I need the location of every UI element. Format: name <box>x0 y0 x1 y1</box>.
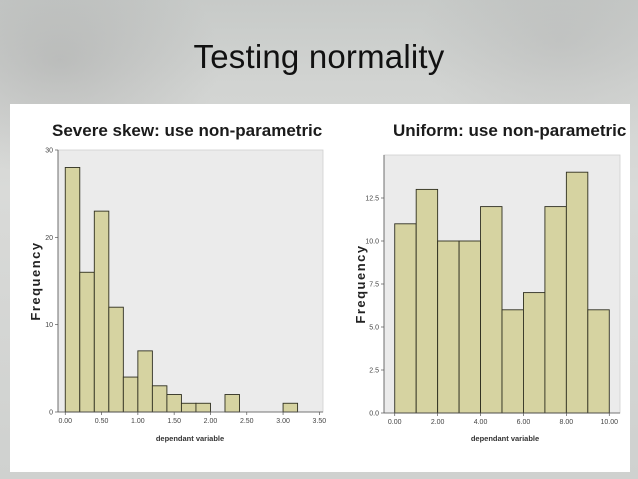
chart-left-bar <box>79 271 95 413</box>
chart-left-x-tick-label: 0.50 <box>95 418 109 425</box>
chart-left-title: Severe skew: use non-parametric <box>52 121 322 140</box>
chart-left-bar <box>166 394 182 413</box>
chart-left-bar <box>195 402 211 413</box>
chart-right-bar <box>544 206 567 414</box>
chart-left-y-tick-label: 0 <box>49 410 53 417</box>
chart-left: Severe skew: use non-parametric 0.00 0.50… <box>28 121 326 443</box>
chart-right-x-tick-label: 10.00 <box>601 419 619 426</box>
chart-right-x-tick-label: 2.00 <box>431 419 445 426</box>
chart-right-bar <box>565 171 589 414</box>
chart-right: Uniform: use non-parametric 0.00 2.00 4.00… <box>353 121 626 443</box>
chart-right-y-tick-label: 10.0 <box>365 239 379 246</box>
chart-left-bar <box>137 350 153 413</box>
chart-right-y-tick-label: 5.0 <box>369 325 379 332</box>
chart-right-y-tick-label: 2.5 <box>369 368 379 375</box>
chart-right-y-axis-label: Frequency <box>353 244 368 323</box>
chart-right-y-tick-label: 7.5 <box>369 282 379 289</box>
chart-left-bar <box>108 306 124 413</box>
chart-left-y-axis-label: Frequency <box>28 241 43 320</box>
chart-right-x-axis-label: dependant variable <box>471 434 539 443</box>
chart-right-bar <box>415 188 439 414</box>
chart-left-bar <box>64 167 81 413</box>
chart-right-bar <box>523 292 546 414</box>
chart-left-bar <box>180 402 197 413</box>
chart-right-x-tick-label: 0.00 <box>388 419 402 426</box>
chart-right-bar <box>501 309 524 414</box>
chart-right-bar <box>587 309 610 414</box>
chart-left-y-tick-label: 20 <box>45 235 53 242</box>
chart-right-x-tick-label: 8.00 <box>560 419 574 426</box>
chart-right-x-tick-label: 4.00 <box>474 419 488 426</box>
chart-left-bar <box>282 402 299 413</box>
chart-left-y-tick-label: 10 <box>45 322 53 329</box>
chart-left-bar <box>224 394 240 413</box>
chart-right-bar <box>394 223 417 414</box>
chart-right-bar <box>458 240 481 414</box>
slide-title: Testing normality <box>193 38 445 75</box>
chart-right-title: Uniform: use non-parametric <box>393 121 626 140</box>
charts-panel: Severe skew: use non-parametric 0.00 0.50… <box>10 104 630 472</box>
chart-left-x-tick-label: 0.00 <box>58 418 72 425</box>
charts-svg: Severe skew: use non-parametric 0.00 0.50… <box>28 121 626 443</box>
chart-right-bar <box>480 206 503 414</box>
chart-right-x-tick-label: 6.00 <box>517 419 531 426</box>
chart-left-bar <box>93 210 110 413</box>
chart-right-y-tick-label: 12.5 <box>365 196 379 203</box>
chart-left-x-axis-label: dependant variable <box>156 434 224 443</box>
chart-right-bar <box>437 240 460 414</box>
chart-left-bar <box>122 376 139 413</box>
chart-left-x-tick-label: 3.00 <box>276 418 290 425</box>
chart-left-x-tick-label: 2.00 <box>204 418 218 425</box>
chart-left-x-tick-label: 1.50 <box>167 418 181 425</box>
chart-left-x-tick-label: 1.00 <box>131 418 145 425</box>
chart-left-x-tick-label: 2.50 <box>240 418 254 425</box>
chart-right-y-tick-label: 0.0 <box>369 411 379 418</box>
chart-left-x-tick-label: 3.50 <box>313 418 327 425</box>
chart-left-bar <box>151 385 168 413</box>
chart-left-y-tick-label: 30 <box>45 148 53 155</box>
